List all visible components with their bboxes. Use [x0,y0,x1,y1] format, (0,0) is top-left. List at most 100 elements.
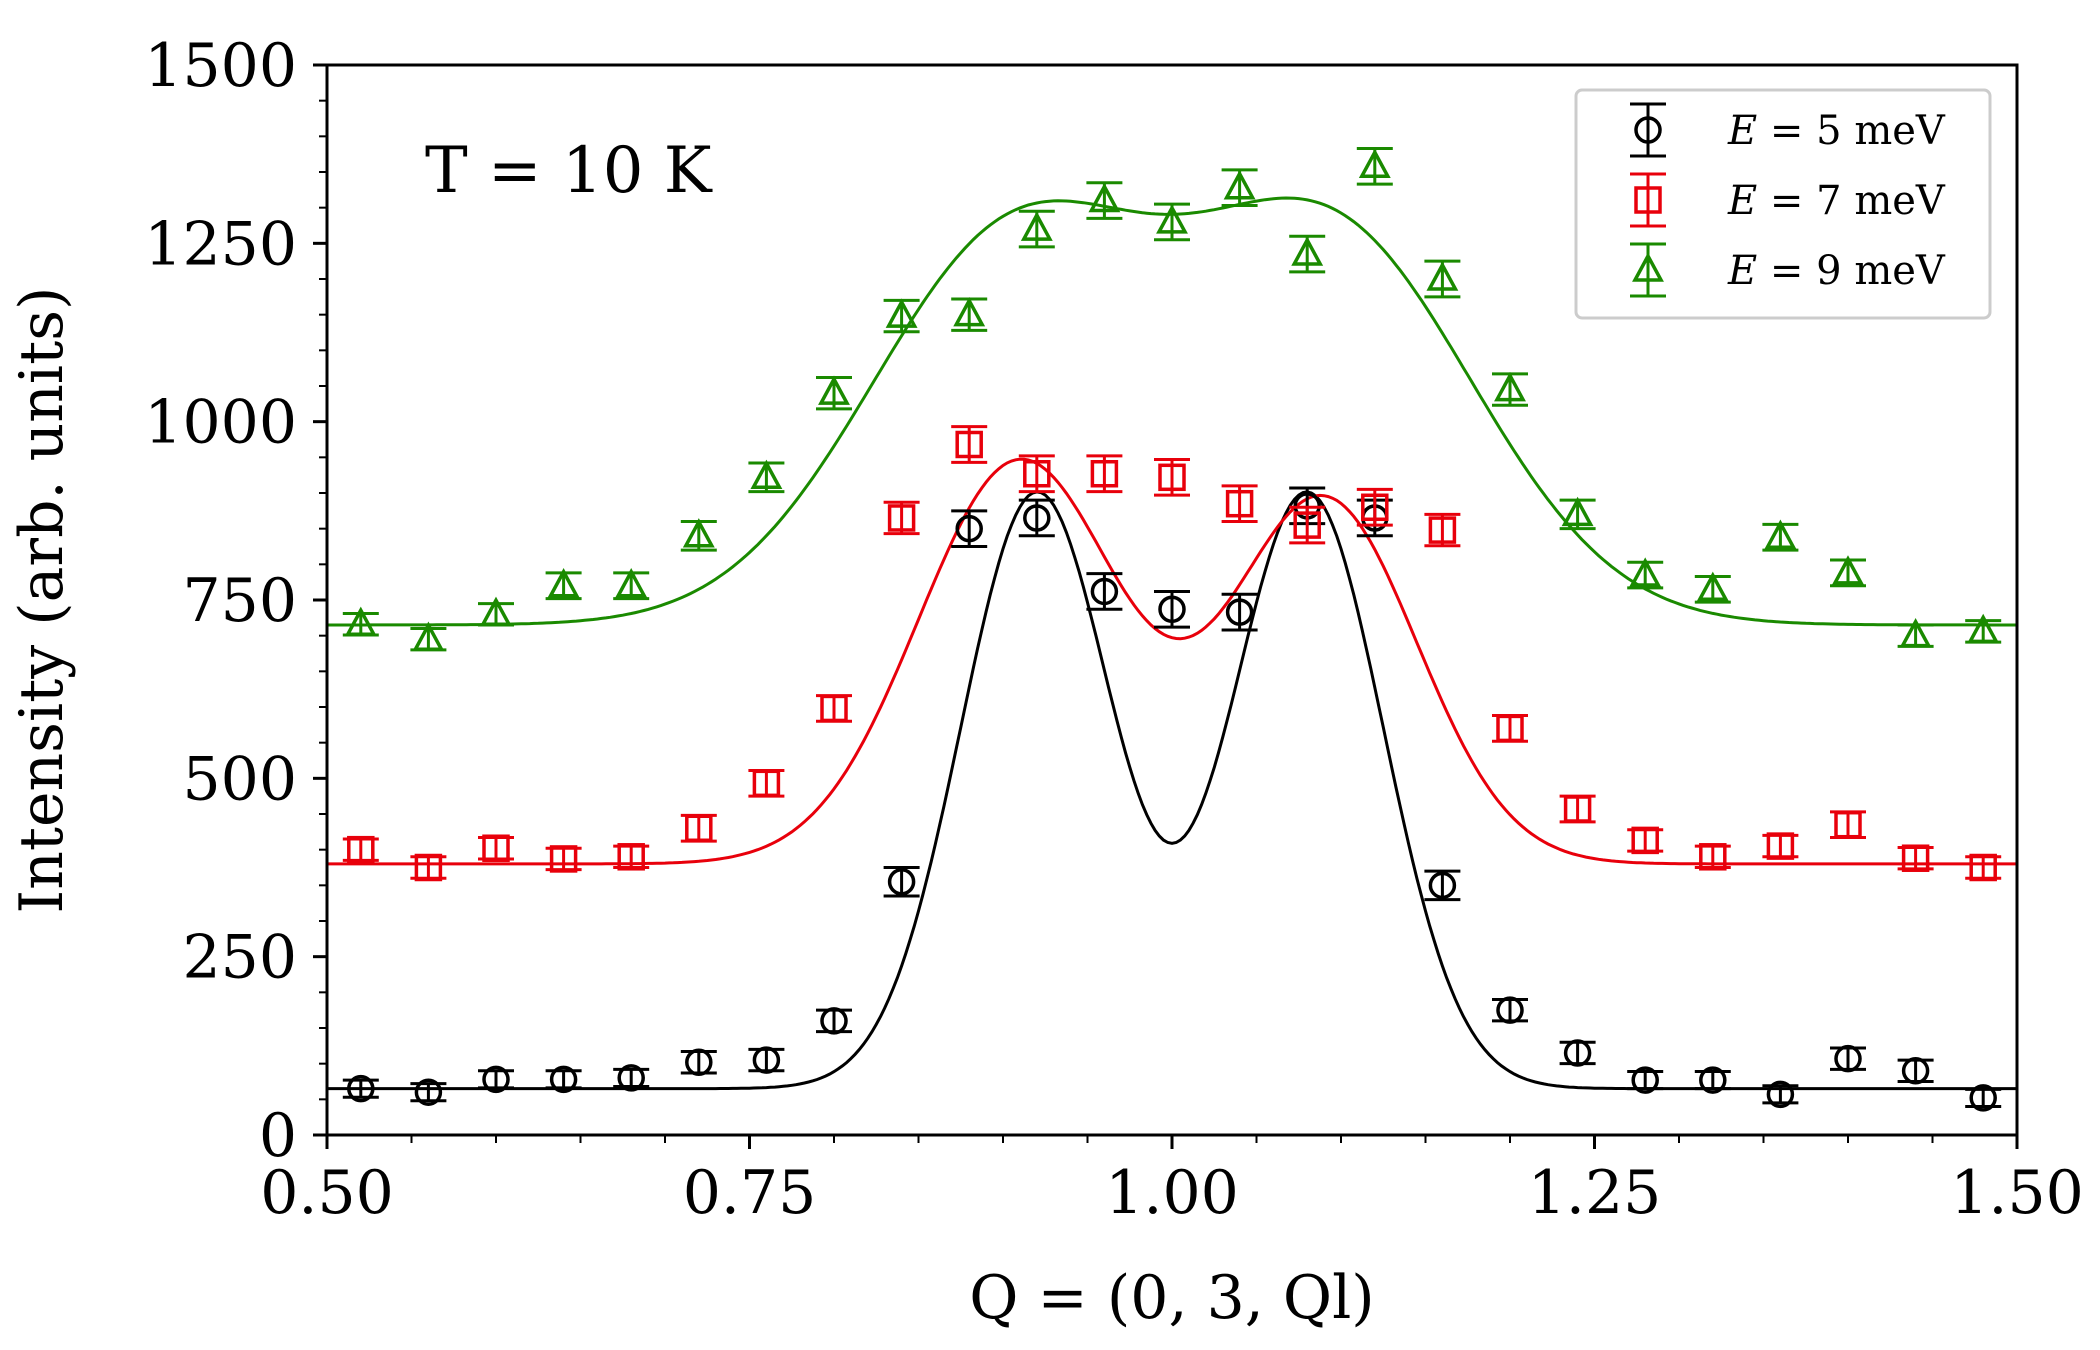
data-point-e9mev [816,375,852,411]
data-point-e5mev [1559,1039,1596,1067]
marker-circle [1834,1044,1862,1073]
data-point-e7mev [478,834,514,862]
data-point-e7mev [613,843,650,871]
data-point-e5mev [1965,1084,2002,1112]
marker-triangle [1088,182,1121,213]
marker-square [1090,459,1119,488]
annotation-temperature: T = 10 K [425,134,713,208]
data-point-e7mev [1830,810,1866,840]
data-point-e5mev [816,1007,852,1035]
fit-curves [327,196,2017,1091]
marker-square [482,834,510,862]
marker-circle [955,514,983,543]
marker-square [1766,832,1795,860]
marker-square [1293,511,1321,539]
data-point-e9mev [1221,168,1258,208]
data-point-e5mev [1897,1057,1934,1085]
y-axis-label: Intensity (arb. units) [7,287,77,914]
legend: E = 5 meV E = 7 meV E = 9 meV [1574,88,1992,320]
data-point-e5mev [1627,1066,1664,1094]
legend-label: E = 7 meV [1727,178,1946,224]
data-point-e7mev [1018,454,1055,494]
marker-square [1361,493,1389,522]
marker-square [414,853,443,882]
marker-square [955,430,983,459]
marker-triangle [1223,170,1256,200]
data-point-e5mev [1694,1066,1731,1094]
data-point-e5mev [1762,1080,1799,1109]
data-point-e9mev [1830,555,1866,588]
data-point-e9mev [1694,571,1731,604]
legend-label: E = 5 meV [1727,108,1946,154]
data-point-e7mev [680,813,717,843]
data-point-e9mev [1424,259,1461,299]
marker-triangle [480,596,512,627]
marker-circle [1699,1066,1727,1094]
marker-circle [1158,595,1186,624]
data-point-e7mev [1289,505,1326,545]
data-point-e9mev [1492,371,1528,407]
data-point-e9mev [1018,209,1055,249]
data-point-e9mev [1154,202,1190,242]
data-point-e5mev [1086,572,1123,611]
marker-square [820,694,848,723]
data-point-e7mev [1356,487,1393,527]
data-point-e7mev [1154,457,1190,497]
marker-square [1699,843,1727,871]
marker-triangle [1020,211,1053,241]
data-point-e7mev [1559,794,1596,824]
data-point-e9mev [1897,617,1934,648]
marker-triangle [615,568,648,598]
marker-circle [414,1078,443,1106]
data-point-e9mev [680,518,717,552]
marker-triangle [682,518,715,548]
marker-circle [1969,1084,1997,1112]
data-point-e5mev [680,1048,717,1076]
marker-square [347,835,375,864]
data-point-e5mev [478,1065,514,1094]
data-point-e9mev [883,298,920,334]
data-point-e9mev [1086,181,1123,220]
series-e7mev [342,425,2002,882]
marker-circle [820,1007,848,1035]
legend-item-e9mev: E = 9 meV [1630,242,1946,298]
marker-circle [1023,504,1051,532]
y-tick-label: 750 [182,566,297,636]
data-point-e9mev [613,568,650,601]
marker-square [1834,810,1862,839]
legend-marker-square [1634,186,1662,214]
data-point-e5mev [1018,498,1055,538]
data-point-e9mev [1965,613,2002,644]
data-point-e9mev [951,296,988,332]
marker-circle [347,1074,375,1103]
marker-circle [482,1065,510,1094]
marker-triangle [547,568,580,598]
marker-square [1225,489,1254,518]
marker-square [752,769,781,798]
data-point-e7mev [951,425,988,464]
marker-triangle [1629,557,1662,587]
marker-circle [685,1048,713,1076]
marker-square [1023,459,1051,488]
data-point-e5mev [410,1078,447,1106]
y-tick-label: 1500 [144,31,297,101]
x-tick-label: 1.00 [1105,1158,1239,1228]
data-point-e7mev [1221,484,1258,524]
marker-triangle [1696,571,1729,602]
x-tick-label: 0.50 [260,1158,394,1228]
legend-item-e7mev: E = 7 meV [1630,172,1946,228]
data-point-e9mev [1762,519,1799,552]
marker-triangle [1832,555,1864,585]
data-point-e5mev [883,866,920,898]
data-point-e9mev [478,596,514,627]
series-e5mev [342,486,2002,1112]
marker-triangle [1764,519,1797,549]
marker-circle [1428,871,1457,900]
marker-triangle [885,298,918,328]
marker-square [1428,516,1457,544]
marker-square [1969,853,1997,882]
data-points [342,146,2002,1112]
data-point-e9mev [342,606,379,637]
data-point-e9mev [410,621,447,652]
data-point-e5mev [342,1074,379,1103]
